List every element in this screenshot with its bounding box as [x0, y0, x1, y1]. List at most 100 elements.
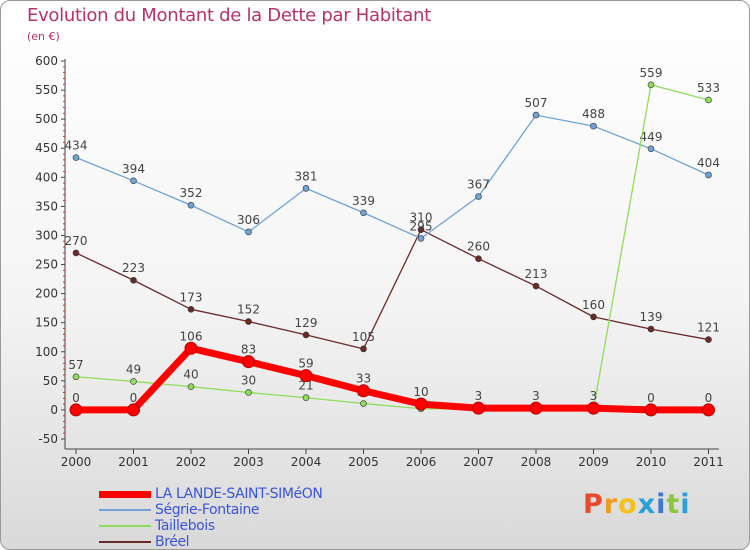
data-label-segrie-fontaine: 306 [237, 213, 260, 227]
data-point-segrie-fontaine [475, 193, 482, 200]
data-point-breel [360, 345, 367, 353]
x-tick-label: 2001 [118, 455, 149, 469]
data-label-la-lande-saint-simeon: 59 [298, 357, 313, 371]
data-label-la-lande-saint-simeon: 0 [72, 391, 80, 405]
x-tick-label: 2000 [61, 455, 92, 469]
data-label-la-lande-saint-simeon: 3 [532, 389, 540, 403]
data-label-segrie-fontaine: 339 [352, 194, 375, 208]
chart-subtitle: (en €) [27, 30, 60, 43]
logo-letter: i [656, 489, 667, 520]
data-label-breel: 139 [640, 310, 663, 324]
data-label-segrie-fontaine: 449 [640, 130, 663, 144]
data-point-segrie-fontaine [532, 111, 540, 119]
data-label-taillebois: 57 [68, 358, 83, 372]
legend-item: LA LANDE-SAINT-SIMéON [99, 486, 323, 502]
data-point-la-lande-saint-simeon [702, 403, 715, 417]
data-label-taillebois: 559 [640, 66, 663, 80]
data-label-la-lande-saint-simeon: 3 [475, 389, 483, 403]
data-point-taillebois [360, 400, 367, 407]
data-point-segrie-fontaine [590, 122, 597, 130]
logo-letter: x [637, 489, 657, 520]
data-label-segrie-fontaine: 507 [525, 96, 548, 110]
legend-label: Ségrie-Fontaine [155, 502, 260, 518]
data-point-segrie-fontaine [302, 185, 310, 192]
logo-letter: r [603, 489, 619, 520]
data-label-taillebois: 30 [241, 373, 256, 387]
data-point-breel [590, 313, 597, 321]
logo-letter: i [680, 489, 691, 520]
data-label-taillebois: 49 [126, 362, 141, 376]
y-tick-label: 200 [35, 287, 58, 301]
series-line-la-lande-saint-simeon [72, 344, 712, 414]
data-point-la-lande-saint-simeon [587, 401, 600, 415]
data-point-breel [475, 255, 482, 263]
legend-label: Bréel [155, 534, 190, 550]
series-line-breel [75, 228, 710, 350]
data-point-taillebois [245, 389, 252, 396]
y-tick-label: 350 [35, 199, 58, 213]
data-point-taillebois [647, 81, 655, 89]
logo-letter: t [666, 489, 681, 520]
data-point-segrie-fontaine [72, 154, 80, 161]
data-point-la-lande-saint-simeon [127, 403, 140, 417]
data-point-breel [130, 276, 137, 284]
x-tick-label: 2004 [291, 455, 322, 469]
data-point-segrie-fontaine [705, 171, 712, 179]
y-tick-label: 300 [35, 228, 58, 242]
data-point-taillebois [72, 373, 80, 381]
y-tick-label: 100 [35, 345, 58, 359]
data-label-segrie-fontaine: 488 [582, 107, 605, 121]
logo-letter: o [618, 489, 638, 520]
data-label-segrie-fontaine: 394 [122, 162, 145, 176]
data-point-la-lande-saint-simeon [242, 355, 255, 369]
x-tick-label: 2007 [463, 455, 494, 469]
data-label-segrie-fontaine: 434 [65, 139, 88, 153]
chart-title: Evolution du Montant de la Dette par Hab… [27, 5, 431, 26]
data-label-la-lande-saint-simeon: 0 [647, 391, 655, 405]
x-tick-label: 2011 [693, 455, 724, 469]
data-label-la-lande-saint-simeon: 106 [180, 329, 203, 343]
data-label-breel: 260 [467, 240, 490, 254]
data-point-taillebois [187, 383, 195, 390]
y-tick-label: 550 [35, 83, 58, 97]
data-label-breel: 121 [697, 321, 720, 335]
y-tick-label: 150 [35, 316, 58, 330]
data-label-breel: 160 [582, 298, 605, 312]
y-tick-label: 250 [35, 258, 58, 272]
data-point-la-lande-saint-simeon [69, 403, 83, 417]
legend-label: Taillebois [155, 518, 215, 534]
data-label-segrie-fontaine: 352 [180, 186, 203, 200]
data-point-breel [72, 249, 80, 257]
legend-swatch [99, 509, 151, 511]
legend-item: Bréel [99, 534, 322, 550]
logo-letter: P [583, 489, 604, 520]
data-label-la-lande-saint-simeon: 0 [705, 391, 713, 405]
data-point-breel [647, 325, 655, 333]
data-label-taillebois: 21 [298, 379, 313, 393]
data-label-la-lande-saint-simeon: 83 [241, 343, 256, 357]
y-tick-label: 500 [35, 112, 58, 126]
data-point-breel [187, 306, 195, 313]
y-tick-label: -50 [38, 432, 58, 446]
data-point-la-lande-saint-simeon [357, 384, 370, 398]
data-point-breel [417, 226, 425, 233]
data-label-breel: 223 [122, 261, 145, 275]
data-label-taillebois: 533 [697, 81, 720, 95]
x-tick-label: 2008 [521, 455, 552, 469]
y-tick-label: 50 [43, 374, 58, 388]
data-point-taillebois [705, 96, 712, 104]
legend-item: Ségrie-Fontaine [99, 502, 322, 518]
data-point-taillebois [130, 378, 137, 385]
x-tick-label: 2005 [348, 455, 379, 469]
legend-swatch [99, 541, 151, 543]
data-point-la-lande-saint-simeon [414, 397, 428, 411]
data-point-breel [302, 331, 310, 339]
proxiti-logo: Proxiti [583, 489, 691, 520]
data-label-la-lande-saint-simeon: 33 [356, 372, 371, 386]
data-label-segrie-fontaine: 381 [295, 169, 318, 183]
data-label-la-lande-saint-simeon: 3 [590, 389, 598, 403]
data-point-segrie-fontaine [187, 201, 195, 209]
data-point-breel [705, 336, 712, 343]
